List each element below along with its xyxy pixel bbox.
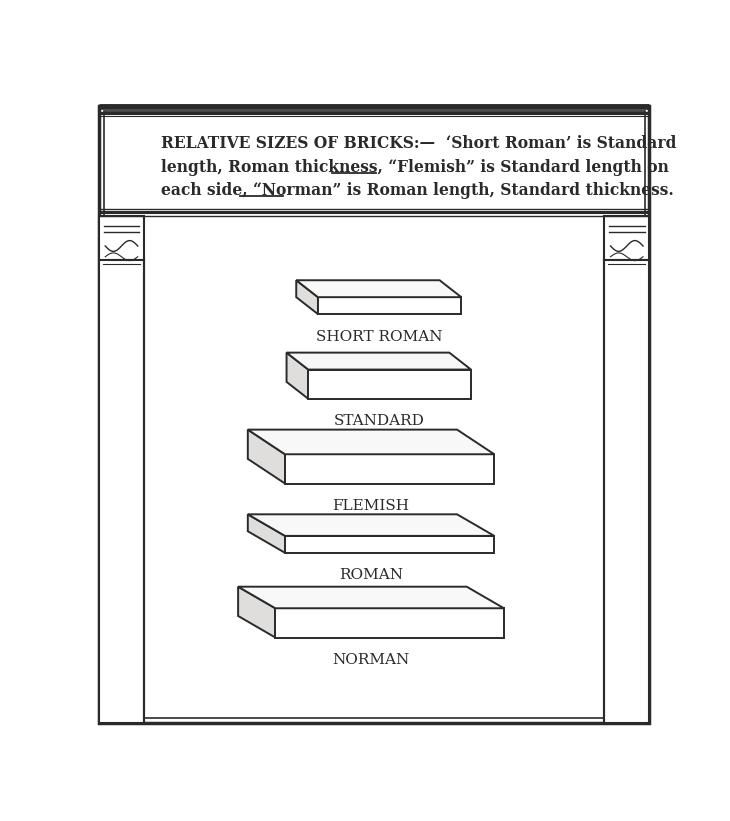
Text: ROMAN: ROMAN <box>339 568 403 582</box>
Bar <box>604 216 649 260</box>
Text: STANDARD: STANDARD <box>334 415 424 429</box>
Polygon shape <box>287 353 471 369</box>
Text: RELATIVE SIZES OF BRICKS:—  ‘Short Roman’ is Standard: RELATIVE SIZES OF BRICKS:— ‘Short Roman’… <box>161 135 677 152</box>
Polygon shape <box>296 280 461 297</box>
Text: FLEMISH: FLEMISH <box>333 499 410 513</box>
Polygon shape <box>308 369 471 399</box>
Bar <box>604 260 649 723</box>
Polygon shape <box>285 454 494 484</box>
Text: length, Roman thickness, “Flemish” is Standard length on: length, Roman thickness, “Flemish” is St… <box>161 159 669 177</box>
Polygon shape <box>247 514 285 553</box>
Polygon shape <box>247 429 285 484</box>
Polygon shape <box>275 608 504 638</box>
Polygon shape <box>247 514 494 536</box>
Polygon shape <box>318 297 461 314</box>
Bar <box>99 216 144 260</box>
Bar <box>99 260 144 723</box>
Polygon shape <box>285 536 494 553</box>
Polygon shape <box>287 353 308 399</box>
Polygon shape <box>247 429 494 454</box>
Polygon shape <box>238 587 504 608</box>
Text: NORMAN: NORMAN <box>332 653 410 667</box>
Polygon shape <box>238 587 275 638</box>
Text: each side, “Norman” is Roman length, Standard thickness.: each side, “Norman” is Roman length, Sta… <box>161 182 674 200</box>
Polygon shape <box>296 280 318 314</box>
Text: SHORT ROMAN: SHORT ROMAN <box>315 329 442 343</box>
